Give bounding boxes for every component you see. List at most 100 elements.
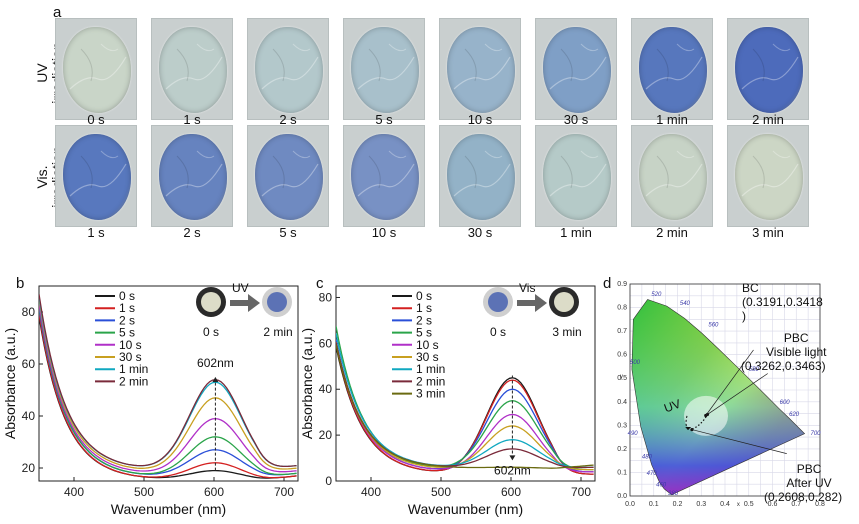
vis-disc-7 xyxy=(639,134,707,220)
chart-b-legend-label-2: 1 s xyxy=(119,301,135,315)
cie-x-tick-label: 0.5 xyxy=(744,501,754,508)
uv-photo-8 xyxy=(727,18,809,120)
uv-time-label-6: 30 s xyxy=(563,112,589,127)
cie-wavelength-label-500: 500 xyxy=(630,360,641,366)
cie-x-tick-label: 0.3 xyxy=(696,501,706,508)
chart-b-series-line-2 xyxy=(39,313,297,479)
cie-y-tick-label: 0.6 xyxy=(617,352,627,359)
inset-c-end-label: 3 min xyxy=(552,325,582,339)
pbc-vis-annotation: PBC Visible light (0.3262,0.3463) xyxy=(741,331,827,373)
chart-b-legend-label-5: 10 s xyxy=(119,338,142,352)
cie-wavelength-label-460: 460 xyxy=(656,483,667,489)
chart-b-y-tick-label: 40 xyxy=(22,409,36,423)
cie-y-tick-label: 0.4 xyxy=(617,399,627,406)
vis-row-label-line1: Vis. xyxy=(34,165,50,189)
chart-b-peak-arrow xyxy=(212,377,219,382)
cie-pbc-uv-leader xyxy=(691,429,787,454)
inset-c-start-disc-face xyxy=(488,292,508,312)
uv-texture-1 xyxy=(69,43,127,90)
cie-x-tick-label: 0.4 xyxy=(720,501,730,508)
cie-x-tick-label: 0.0 xyxy=(625,501,635,508)
pbc-vis-coord: (0.3262,0.3463) xyxy=(740,359,826,373)
cie-y-tick-label: 0.9 xyxy=(617,281,627,288)
vis-texture-7 xyxy=(645,150,703,197)
inset-c-end-disc-face xyxy=(554,292,574,312)
vis-time-label-1: 1 s xyxy=(87,225,105,240)
vis-disc-4 xyxy=(351,134,419,220)
vis-photo-7 xyxy=(631,125,713,227)
pbc-uv-sub: After UV xyxy=(786,476,832,490)
cie-wavelength-label-480: 480 xyxy=(642,454,653,460)
chart-b-peak-label: 602nm xyxy=(197,356,234,370)
chart-c-x-tick-label: 500 xyxy=(431,485,451,499)
chart-b-x-tick-label: 400 xyxy=(64,485,84,499)
chart-b-y-tick-label: 20 xyxy=(22,461,36,475)
panel-b-label: b xyxy=(16,275,25,292)
cie-locus-outline xyxy=(631,299,806,496)
inset-c-start-label: 0 s xyxy=(489,325,506,339)
chart-b-legend-label-1: 0 s xyxy=(119,289,135,303)
uv-time-label-4: 5 s xyxy=(375,112,393,127)
uv-disc-8 xyxy=(735,27,803,113)
vis-photo-5 xyxy=(439,125,521,227)
vis-texture-3 xyxy=(261,150,319,197)
uv-time-label-2: 1 s xyxy=(183,112,201,127)
cie-wavelength-label-600: 600 xyxy=(780,400,791,406)
inset-c-arrow-head xyxy=(535,294,547,312)
chart-b-legend-label-4: 5 s xyxy=(119,326,135,340)
chart-c-legend-label-2: 1 s xyxy=(416,301,432,315)
uv-disc-2 xyxy=(159,27,227,113)
chart-c-peak-arrow xyxy=(509,455,516,461)
chart-c-y-tick-label: 20 xyxy=(319,428,333,442)
chart-b-x-tick-label: 700 xyxy=(274,485,294,499)
uv-disc-4 xyxy=(351,27,419,113)
vis-disc-5 xyxy=(447,134,515,220)
uv-texture-2 xyxy=(165,43,223,90)
chart-b-y-tick-label: 60 xyxy=(22,357,36,371)
uv-photo-5 xyxy=(439,18,521,120)
chart-c-legend-label-7: 1 min xyxy=(416,362,445,376)
chart-c: 400 500 600 700 0 20 40 60 80 Wavenumber (nm) Abso… xyxy=(300,285,596,517)
cie-wavelength-label-470: 470 xyxy=(647,471,658,477)
inset-b-start-label: 0 s xyxy=(202,325,219,339)
vis-time-label-7: 2 min xyxy=(656,225,688,240)
vis-photo-6 xyxy=(535,125,617,227)
chart-c-y-tick-label: 80 xyxy=(319,290,333,304)
vis-photo-4 xyxy=(343,125,425,227)
chart-b-y-tick-label: 80 xyxy=(22,305,36,319)
cie-y-axis-label: y xyxy=(620,374,623,380)
chart-b-x-tick-label: 500 xyxy=(134,485,154,499)
inset-b: UV 0 s 2 min xyxy=(190,281,300,353)
bc-coord-close: ) xyxy=(742,309,746,323)
cie-uv-arrow-head xyxy=(685,427,692,431)
vis-texture-2 xyxy=(165,150,223,197)
cie-y-tick-label: 0.7 xyxy=(617,328,627,335)
vis-photo-3 xyxy=(247,125,329,227)
cie-x-tick-label: 0.8 xyxy=(815,501,825,508)
cie-y-tick-label: 0.3 xyxy=(617,422,627,429)
uv-photo-4 xyxy=(343,18,425,120)
uv-texture-6 xyxy=(549,43,607,90)
chart-b-plot-frame xyxy=(38,285,299,482)
cie-diagram: 0.0 0.1 0.2 0.3 0.4 0.5 0.6 0.7 0.8 0.0 0.1 0.2 0.3 0… xyxy=(617,281,825,508)
chart-c-series-line-3 xyxy=(336,339,594,473)
uv-texture-3 xyxy=(261,43,319,90)
chart-c-series-line-8 xyxy=(336,342,594,469)
cie-pbc-vis-leader xyxy=(707,373,768,415)
chart-b-series-line-8 xyxy=(39,293,297,468)
chart-c-y-tick-label: 60 xyxy=(319,336,333,350)
chart-b-series-line-5 xyxy=(39,303,297,473)
chart-c-legend-label-5: 10 s xyxy=(416,338,439,352)
cie-horseshoe-shade xyxy=(631,299,805,495)
chart-c-series-line-6 xyxy=(336,342,594,471)
uv-disc-1 xyxy=(63,27,131,113)
chart-c-x-axis-label: Wavenumber (nm) xyxy=(408,501,523,517)
cie-x-tick-label: 0.1 xyxy=(649,501,659,508)
uv-photo-1 xyxy=(55,18,137,120)
chart-c-legend-label-8: 2 min xyxy=(416,374,445,388)
inset-b-start-disc-face xyxy=(201,292,221,312)
chart-c-y-tick-label: 40 xyxy=(319,382,333,396)
chart-b-legend-label-8: 2 min xyxy=(119,374,148,388)
uv-disc-5 xyxy=(447,27,515,113)
vis-disc-8 xyxy=(735,134,803,220)
